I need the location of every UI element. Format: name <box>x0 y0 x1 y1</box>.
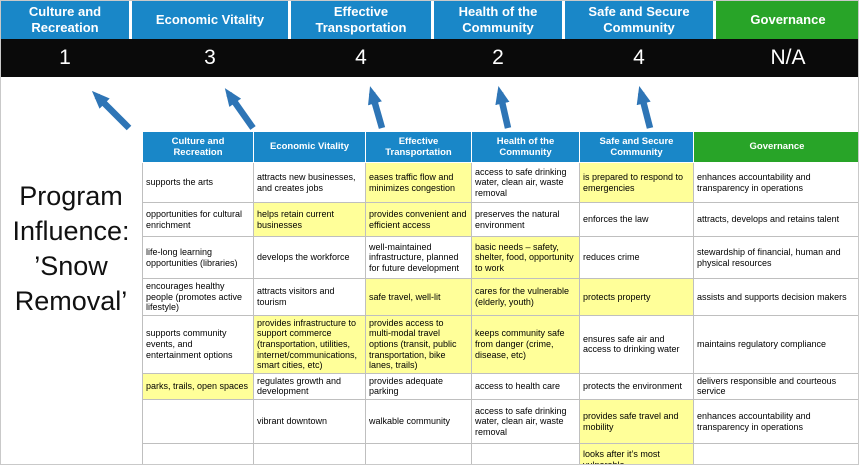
matrix-cell: reduces crime <box>579 236 694 279</box>
matrix-header-row: Culture and Recreation Economic Vitality… <box>142 131 858 163</box>
influence-arrow <box>636 86 654 129</box>
matrix-cell: keeps community safe from danger (crime,… <box>471 314 580 374</box>
matrix-cell: enhances accountability and transparency… <box>693 162 858 203</box>
matrix-header-governance: Governance <box>693 131 858 163</box>
matrix-cell: attracts, develops and retains talent <box>693 202 858 237</box>
matrix-cell: protects the environment <box>579 372 694 401</box>
matrix-cell <box>365 443 472 464</box>
score-safe-and-secure-community: 4 <box>633 46 645 69</box>
pillar-culture-and-recreation: Culture and Recreation <box>1 1 129 39</box>
matrix-cell: enforces the law <box>579 202 694 237</box>
matrix-cell: regulates growth and development <box>253 372 366 401</box>
influence-arrow <box>368 86 386 129</box>
pillar-safe-and-secure-community: Safe and Secure Community <box>565 1 713 39</box>
matrix-row: looks after it’s most vulnerable <box>142 443 858 464</box>
matrix-cell: delivers responsible and courteous servi… <box>693 372 858 401</box>
influence-arrow <box>495 85 512 129</box>
matrix-cell: assists and supports decision makers <box>693 278 858 316</box>
matrix-cell: preserves the natural environment <box>471 202 580 237</box>
score-health-of-the-community: 2 <box>492 46 504 69</box>
influence-arrows <box>91 85 654 131</box>
score-economic-vitality: 3 <box>204 46 216 69</box>
matrix-cell: stewardship of financial, human and phys… <box>693 236 858 279</box>
influence-arrow <box>224 88 256 130</box>
matrix-cell: vibrant downtown <box>253 399 366 445</box>
matrix-cell: provides access to multi-modal travel op… <box>365 314 472 374</box>
matrix-cell: enhances accountability and transparency… <box>693 399 858 445</box>
matrix-cell: cares for the vulnerable (elderly, youth… <box>471 278 580 316</box>
matrix-header-safe-and-secure-community: Safe and Secure Community <box>579 131 694 163</box>
matrix-cell: provides safe travel and mobility <box>579 399 694 445</box>
score-governance: N/A <box>770 46 806 69</box>
score-culture-and-recreation: 1 <box>59 46 71 69</box>
matrix-cell <box>471 443 580 464</box>
matrix-row: supports community events, and entertain… <box>142 314 858 374</box>
matrix-cell: encourages healthy people (promotes acti… <box>142 278 254 316</box>
score-effective-transportation: 4 <box>355 46 367 69</box>
matrix-row: parks, trails, open spaces regulates gro… <box>142 372 858 401</box>
matrix-cell: safe travel, well-lit <box>365 278 472 316</box>
matrix-cell: provides infrastructure to support comme… <box>253 314 366 374</box>
matrix-cell: life-long learning opportunities (librar… <box>142 236 254 279</box>
pillar-governance: Governance <box>716 1 858 39</box>
matrix-header-health-of-the-community: Health of the Community <box>471 131 580 163</box>
matrix-header-culture-and-recreation: Culture and Recreation <box>142 131 254 163</box>
matrix-cell <box>253 443 366 464</box>
matrix-cell: access to safe drinking water, clean air… <box>471 162 580 203</box>
matrix-cell: looks after it’s most vulnerable <box>579 443 694 464</box>
pillar-header-row: Culture and Recreation Economic Vitality… <box>1 1 858 39</box>
influence-matrix: Culture and Recreation Economic Vitality… <box>142 131 858 464</box>
score-row: 1 3 4 2 4 N/A <box>1 39 858 77</box>
matrix-cell: access to safe drinking water, clean air… <box>471 399 580 445</box>
matrix-cell: maintains regulatory compliance <box>693 314 858 374</box>
matrix-cell: ensures safe air and access to drinking … <box>579 314 694 374</box>
pillar-effective-transportation: Effective Transportation <box>291 1 431 39</box>
influence-arrow <box>91 90 132 131</box>
matrix-cell: eases traffic flow and minimizes congest… <box>365 162 472 203</box>
matrix-cell <box>142 443 254 464</box>
matrix-cell: walkable community <box>365 399 472 445</box>
matrix-row: supports the arts attracts new businesse… <box>142 162 858 203</box>
matrix-cell: well-maintained infrastructure, planned … <box>365 236 472 279</box>
matrix-cell: access to health care <box>471 372 580 401</box>
pillar-economic-vitality: Economic Vitality <box>132 1 288 39</box>
matrix-cell: attracts new businesses, and creates job… <box>253 162 366 203</box>
program-title: Program Influence: ’Snow Removal’ <box>12 181 130 317</box>
matrix-row: vibrant downtown walkable community acce… <box>142 399 858 445</box>
matrix-cell: opportunities for cultural enrichment <box>142 202 254 237</box>
matrix-cell: attracts visitors and tourism <box>253 278 366 316</box>
matrix-header-effective-transportation: Effective Transportation <box>365 131 472 163</box>
matrix-cell: parks, trails, open spaces <box>142 372 254 401</box>
matrix-row: encourages healthy people (promotes acti… <box>142 278 858 316</box>
matrix-cell: supports community events, and entertain… <box>142 314 254 374</box>
matrix-cell: provides convenient and efficient access <box>365 202 472 237</box>
matrix-cell: is prepared to respond to emergencies <box>579 162 694 203</box>
matrix-row: opportunities for cultural enrichment he… <box>142 202 858 237</box>
matrix-cell: supports the arts <box>142 162 254 203</box>
matrix-cell: helps retain current businesses <box>253 202 366 237</box>
matrix-cell: basic needs – safety, shelter, food, opp… <box>471 236 580 279</box>
pillar-health-of-the-community: Health of the Community <box>434 1 562 39</box>
matrix-cell: develops the workforce <box>253 236 366 279</box>
matrix-cell: provides adequate parking <box>365 372 472 401</box>
matrix-cell <box>142 399 254 445</box>
matrix-row: life-long learning opportunities (librar… <box>142 236 858 279</box>
matrix-cell: protects property <box>579 278 694 316</box>
matrix-cell <box>693 443 858 464</box>
matrix-header-economic-vitality: Economic Vitality <box>253 131 366 163</box>
